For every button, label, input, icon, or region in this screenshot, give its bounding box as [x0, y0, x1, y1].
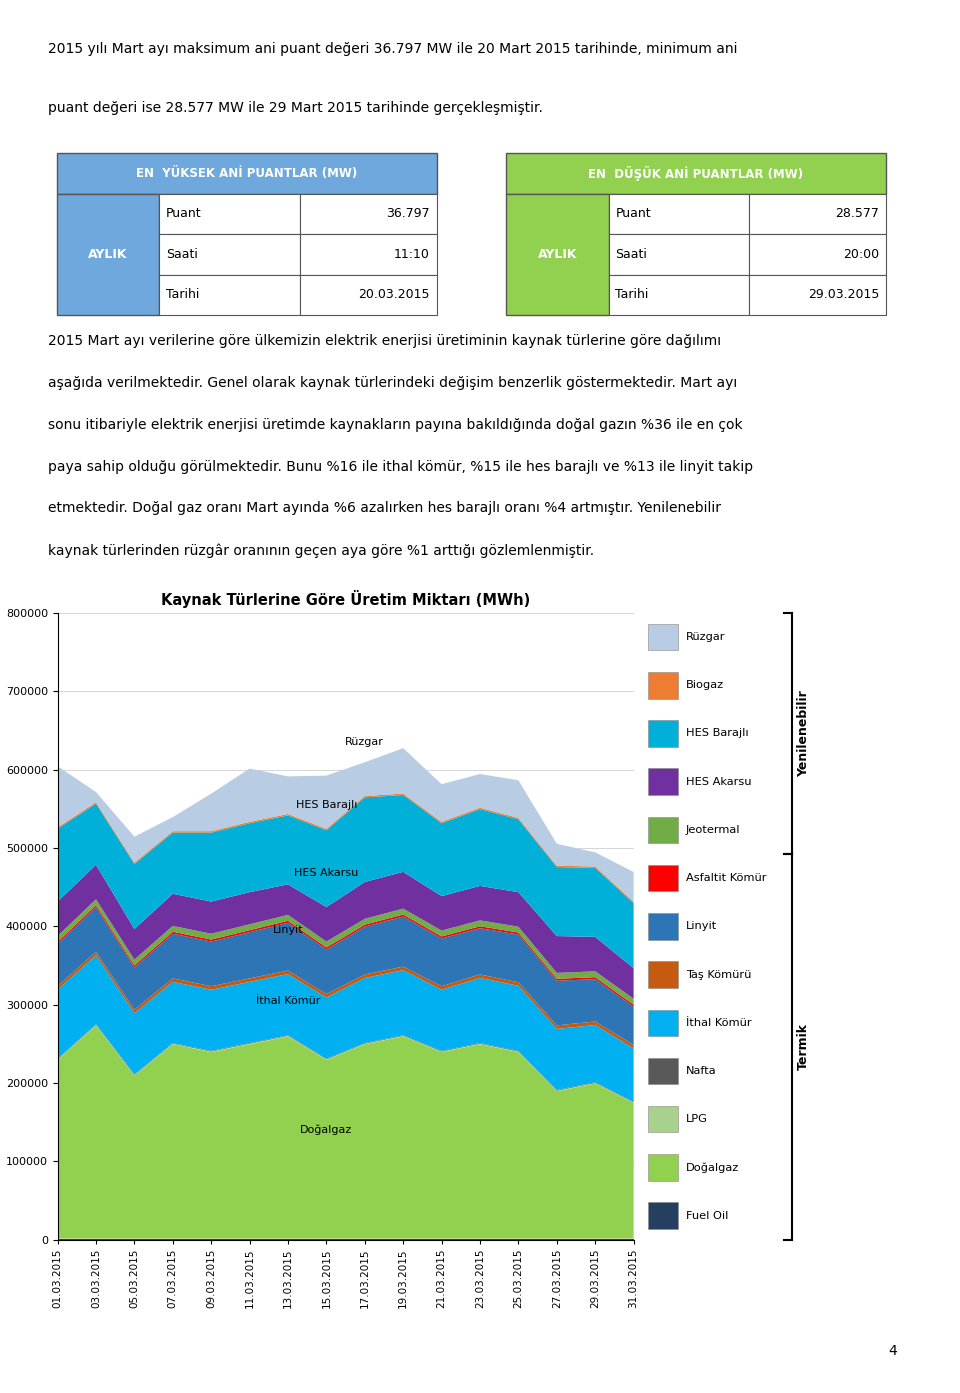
Text: paya sahip olduğu görülmektedir. Bunu %16 ile ithal kömür, %15 ile hes barajlı v: paya sahip olduğu görülmektedir. Bunu %1… — [48, 460, 754, 474]
Text: Doğalgaz: Doğalgaz — [300, 1124, 352, 1135]
Title: Kaynak Türlerine Göre Üretim Miktarı (MWh): Kaynak Türlerine Göre Üretim Miktarı (MW… — [161, 589, 530, 607]
Text: HES Barajlı: HES Barajlı — [296, 800, 357, 809]
Text: 2015 yılı Mart ayı maksimum ani puant değeri 36.797 MW ile 20 Mart 2015 tarihind: 2015 yılı Mart ayı maksimum ani puant de… — [48, 42, 737, 56]
Bar — [648, 1202, 678, 1229]
Text: EN  DÜŞÜK ANİ PUANTLAR (MW): EN DÜŞÜK ANİ PUANTLAR (MW) — [588, 166, 804, 181]
Bar — [609, 194, 749, 234]
Bar — [159, 194, 300, 234]
Bar — [300, 234, 437, 274]
Bar — [57, 194, 159, 315]
Text: 2015 Mart ayı verilerine göre ülkemizin elektrik enerjisi üretiminin kaynak türl: 2015 Mart ayı verilerine göre ülkemizin … — [48, 334, 721, 348]
Bar — [300, 274, 437, 315]
Bar — [749, 234, 886, 274]
Bar — [648, 624, 678, 651]
Bar — [648, 1010, 678, 1036]
Text: Tarihi: Tarihi — [615, 288, 649, 301]
Text: İthal Kömür: İthal Kömür — [255, 996, 321, 1006]
Text: sonu itibariyle elektrik enerjisi üretimde kaynakların payına bakıldığında doğal: sonu itibariyle elektrik enerjisi üretim… — [48, 418, 743, 432]
Bar — [648, 671, 678, 698]
Text: LPG: LPG — [685, 1114, 708, 1124]
Bar — [648, 1106, 678, 1133]
Text: EN  YÜKSEK ANİ PUANTLAR (MW): EN YÜKSEK ANİ PUANTLAR (MW) — [136, 167, 357, 180]
Text: 20.03.2015: 20.03.2015 — [358, 288, 430, 301]
Text: 28.577: 28.577 — [835, 208, 879, 220]
Text: 11:10: 11:10 — [394, 248, 430, 260]
Text: Saati: Saati — [166, 248, 198, 260]
Bar — [159, 234, 300, 274]
Text: Asfaltit Kömür: Asfaltit Kömür — [685, 873, 766, 883]
Text: Puant: Puant — [166, 208, 202, 220]
Text: Jeotermal: Jeotermal — [685, 825, 740, 834]
Text: İthal Kömür: İthal Kömür — [685, 1018, 752, 1028]
Text: etmektedir. Doğal gaz oranı Mart ayında %6 azalırken hes barajlı oranı %4 artmış: etmektedir. Doğal gaz oranı Mart ayında … — [48, 501, 721, 515]
Text: AYLIK: AYLIK — [88, 248, 128, 260]
Text: HES Akarsu: HES Akarsu — [685, 777, 751, 787]
Text: 20:00: 20:00 — [843, 248, 879, 260]
Bar — [648, 961, 678, 988]
Bar — [648, 769, 678, 795]
Bar — [506, 194, 609, 315]
Bar — [648, 720, 678, 747]
Text: Nafta: Nafta — [685, 1066, 716, 1075]
Text: Yenilenebilir: Yenilenebilir — [797, 690, 810, 777]
Text: puant değeri ise 28.577 MW ile 29 Mart 2015 tarihinde gerçekleşmiştir.: puant değeri ise 28.577 MW ile 29 Mart 2… — [48, 100, 542, 114]
Text: AYLIK: AYLIK — [538, 248, 577, 260]
Text: Doğalgaz: Doğalgaz — [685, 1162, 739, 1173]
Text: Linyit: Linyit — [273, 925, 303, 935]
Bar — [648, 912, 678, 940]
Text: HES Akarsu: HES Akarsu — [295, 868, 358, 878]
Text: Fuel Oil: Fuel Oil — [685, 1211, 728, 1220]
Bar — [648, 1155, 678, 1181]
Text: Rüzgar: Rüzgar — [346, 737, 384, 747]
Text: Linyit: Linyit — [685, 921, 717, 932]
Text: Saati: Saati — [615, 248, 647, 260]
Text: aşağıda verilmektedir. Genel olarak kaynak türlerindeki değişim benzerlik göster: aşağıda verilmektedir. Genel olarak kayn… — [48, 376, 737, 390]
Bar — [609, 234, 749, 274]
Text: kaynak türlerinden rüzgâr oranının geçen aya göre %1 arttığı gözlemlenmiştir.: kaynak türlerinden rüzgâr oranının geçen… — [48, 543, 594, 557]
Bar — [648, 1057, 678, 1084]
Bar — [506, 153, 886, 194]
Text: HES Barajlı: HES Barajlı — [685, 729, 748, 738]
Text: 4: 4 — [888, 1344, 898, 1358]
Text: Taş Kömürü: Taş Kömürü — [685, 970, 751, 979]
Bar — [159, 274, 300, 315]
Bar — [749, 194, 886, 234]
Bar — [57, 153, 437, 194]
Bar — [648, 816, 678, 843]
Bar — [648, 865, 678, 892]
Bar — [749, 274, 886, 315]
Text: Biogaz: Biogaz — [685, 680, 724, 691]
Bar — [300, 194, 437, 234]
Text: 36.797: 36.797 — [386, 208, 430, 220]
Text: Tarihi: Tarihi — [166, 288, 200, 301]
Bar — [609, 274, 749, 315]
Text: Rüzgar: Rüzgar — [685, 632, 725, 642]
Text: Puant: Puant — [615, 208, 651, 220]
Text: 29.03.2015: 29.03.2015 — [807, 288, 879, 301]
Text: Termik: Termik — [797, 1024, 810, 1070]
